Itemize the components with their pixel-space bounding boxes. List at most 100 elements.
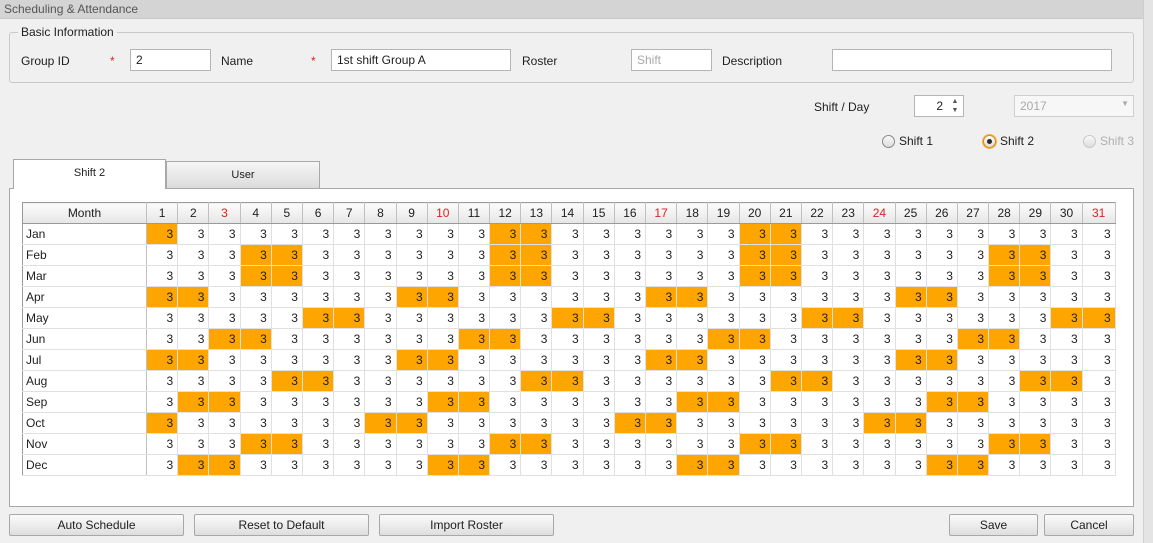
schedule-cell[interactable]: 3 xyxy=(1019,433,1052,455)
schedule-cell[interactable]: 3 xyxy=(1082,307,1116,329)
schedule-cell[interactable]: 3 xyxy=(333,328,366,350)
schedule-cell[interactable]: 3 xyxy=(770,286,802,308)
schedule-cell[interactable]: 3 xyxy=(801,370,834,392)
schedule-cell[interactable]: 3 xyxy=(1082,286,1116,308)
schedule-cell[interactable]: 3 xyxy=(271,412,303,434)
schedule-cell[interactable]: 3 xyxy=(583,433,615,455)
schedule-cell[interactable]: 3 xyxy=(645,454,678,476)
schedule-cell[interactable]: 3 xyxy=(801,454,834,476)
schedule-cell[interactable]: 3 xyxy=(520,349,553,371)
schedule-cell[interactable]: 3 xyxy=(957,433,990,455)
schedule-cell[interactable]: 3 xyxy=(551,223,584,245)
radio-shift-1[interactable]: Shift 1 xyxy=(882,134,933,148)
schedule-cell[interactable]: 3 xyxy=(396,370,428,392)
schedule-cell[interactable]: 3 xyxy=(302,223,335,245)
schedule-cell[interactable]: 3 xyxy=(988,433,1021,455)
schedule-cell[interactable]: 3 xyxy=(364,223,397,245)
schedule-cell[interactable]: 3 xyxy=(1050,244,1083,266)
schedule-cell[interactable]: 3 xyxy=(1082,223,1116,245)
schedule-cell[interactable]: 3 xyxy=(208,244,241,266)
schedule-cell[interactable]: 3 xyxy=(1019,454,1052,476)
schedule-cell[interactable]: 3 xyxy=(1050,223,1083,245)
schedule-cell[interactable]: 3 xyxy=(957,286,990,308)
schedule-cell[interactable]: 3 xyxy=(271,244,303,266)
schedule-cell[interactable]: 3 xyxy=(427,412,459,434)
schedule-cell[interactable]: 3 xyxy=(427,328,459,350)
schedule-cell[interactable]: 3 xyxy=(271,307,303,329)
schedule-cell[interactable]: 3 xyxy=(302,244,335,266)
schedule-cell[interactable]: 3 xyxy=(957,349,990,371)
schedule-cell[interactable]: 3 xyxy=(770,349,802,371)
schedule-cell[interactable]: 3 xyxy=(146,286,179,308)
schedule-cell[interactable]: 3 xyxy=(707,286,740,308)
schedule-cell[interactable]: 3 xyxy=(489,307,522,329)
schedule-cell[interactable]: 3 xyxy=(364,307,397,329)
schedule-cell[interactable]: 3 xyxy=(770,223,802,245)
schedule-cell[interactable]: 3 xyxy=(240,454,272,476)
schedule-cell[interactable]: 3 xyxy=(1050,328,1083,350)
schedule-cell[interactable]: 3 xyxy=(177,223,210,245)
schedule-cell[interactable]: 3 xyxy=(333,265,366,287)
schedule-cell[interactable]: 3 xyxy=(1082,370,1116,392)
schedule-cell[interactable]: 3 xyxy=(676,391,709,413)
schedule-cell[interactable]: 3 xyxy=(863,244,896,266)
schedule-cell[interactable]: 3 xyxy=(614,433,647,455)
schedule-cell[interactable]: 3 xyxy=(208,307,241,329)
import-roster-button[interactable]: Import Roster xyxy=(379,514,554,536)
schedule-cell[interactable]: 3 xyxy=(146,265,179,287)
schedule-cell[interactable]: 3 xyxy=(271,223,303,245)
schedule-cell[interactable]: 3 xyxy=(271,349,303,371)
schedule-cell[interactable]: 3 xyxy=(801,391,834,413)
schedule-cell[interactable]: 3 xyxy=(583,265,615,287)
schedule-cell[interactable]: 3 xyxy=(676,244,709,266)
schedule-cell[interactable]: 3 xyxy=(676,328,709,350)
schedule-cell[interactable]: 3 xyxy=(364,454,397,476)
schedule-cell[interactable]: 3 xyxy=(396,307,428,329)
schedule-cell[interactable]: 3 xyxy=(1082,328,1116,350)
schedule-cell[interactable]: 3 xyxy=(614,349,647,371)
schedule-cell[interactable]: 3 xyxy=(863,349,896,371)
schedule-cell[interactable]: 3 xyxy=(489,412,522,434)
schedule-cell[interactable]: 3 xyxy=(614,391,647,413)
schedule-cell[interactable]: 3 xyxy=(926,349,958,371)
schedule-cell[interactable]: 3 xyxy=(614,370,647,392)
schedule-cell[interactable]: 3 xyxy=(832,391,865,413)
schedule-cell[interactable]: 3 xyxy=(520,370,553,392)
schedule-cell[interactable]: 3 xyxy=(739,433,771,455)
schedule-cell[interactable]: 3 xyxy=(458,244,491,266)
schedule-cell[interactable]: 3 xyxy=(302,349,335,371)
scrollbar[interactable] xyxy=(1143,0,1153,543)
schedule-cell[interactable]: 3 xyxy=(739,328,771,350)
auto-schedule-button[interactable]: Auto Schedule xyxy=(9,514,184,536)
schedule-cell[interactable]: 3 xyxy=(676,265,709,287)
schedule-cell[interactable]: 3 xyxy=(707,349,740,371)
schedule-cell[interactable]: 3 xyxy=(770,433,802,455)
group-id-field[interactable]: 2 xyxy=(130,49,211,71)
schedule-cell[interactable]: 3 xyxy=(801,265,834,287)
schedule-cell[interactable]: 3 xyxy=(739,286,771,308)
schedule-cell[interactable]: 3 xyxy=(489,433,522,455)
schedule-cell[interactable]: 3 xyxy=(957,412,990,434)
schedule-cell[interactable]: 3 xyxy=(1050,307,1083,329)
schedule-cell[interactable]: 3 xyxy=(770,391,802,413)
schedule-cell[interactable]: 3 xyxy=(583,328,615,350)
schedule-cell[interactable]: 3 xyxy=(240,349,272,371)
schedule-cell[interactable]: 3 xyxy=(302,265,335,287)
schedule-cell[interactable]: 3 xyxy=(1082,391,1116,413)
schedule-cell[interactable]: 3 xyxy=(1019,244,1052,266)
schedule-cell[interactable]: 3 xyxy=(863,286,896,308)
schedule-cell[interactable]: 3 xyxy=(1050,433,1083,455)
schedule-cell[interactable]: 3 xyxy=(551,286,584,308)
schedule-cell[interactable]: 3 xyxy=(489,223,522,245)
schedule-cell[interactable]: 3 xyxy=(739,454,771,476)
schedule-cell[interactable]: 3 xyxy=(832,433,865,455)
schedule-cell[interactable]: 3 xyxy=(551,265,584,287)
schedule-cell[interactable]: 3 xyxy=(1019,265,1052,287)
save-button[interactable]: Save xyxy=(949,514,1038,536)
schedule-cell[interactable]: 3 xyxy=(801,286,834,308)
schedule-cell[interactable]: 3 xyxy=(333,433,366,455)
schedule-cell[interactable]: 3 xyxy=(583,454,615,476)
schedule-cell[interactable]: 3 xyxy=(676,307,709,329)
schedule-cell[interactable]: 3 xyxy=(427,244,459,266)
schedule-cell[interactable]: 3 xyxy=(1019,328,1052,350)
